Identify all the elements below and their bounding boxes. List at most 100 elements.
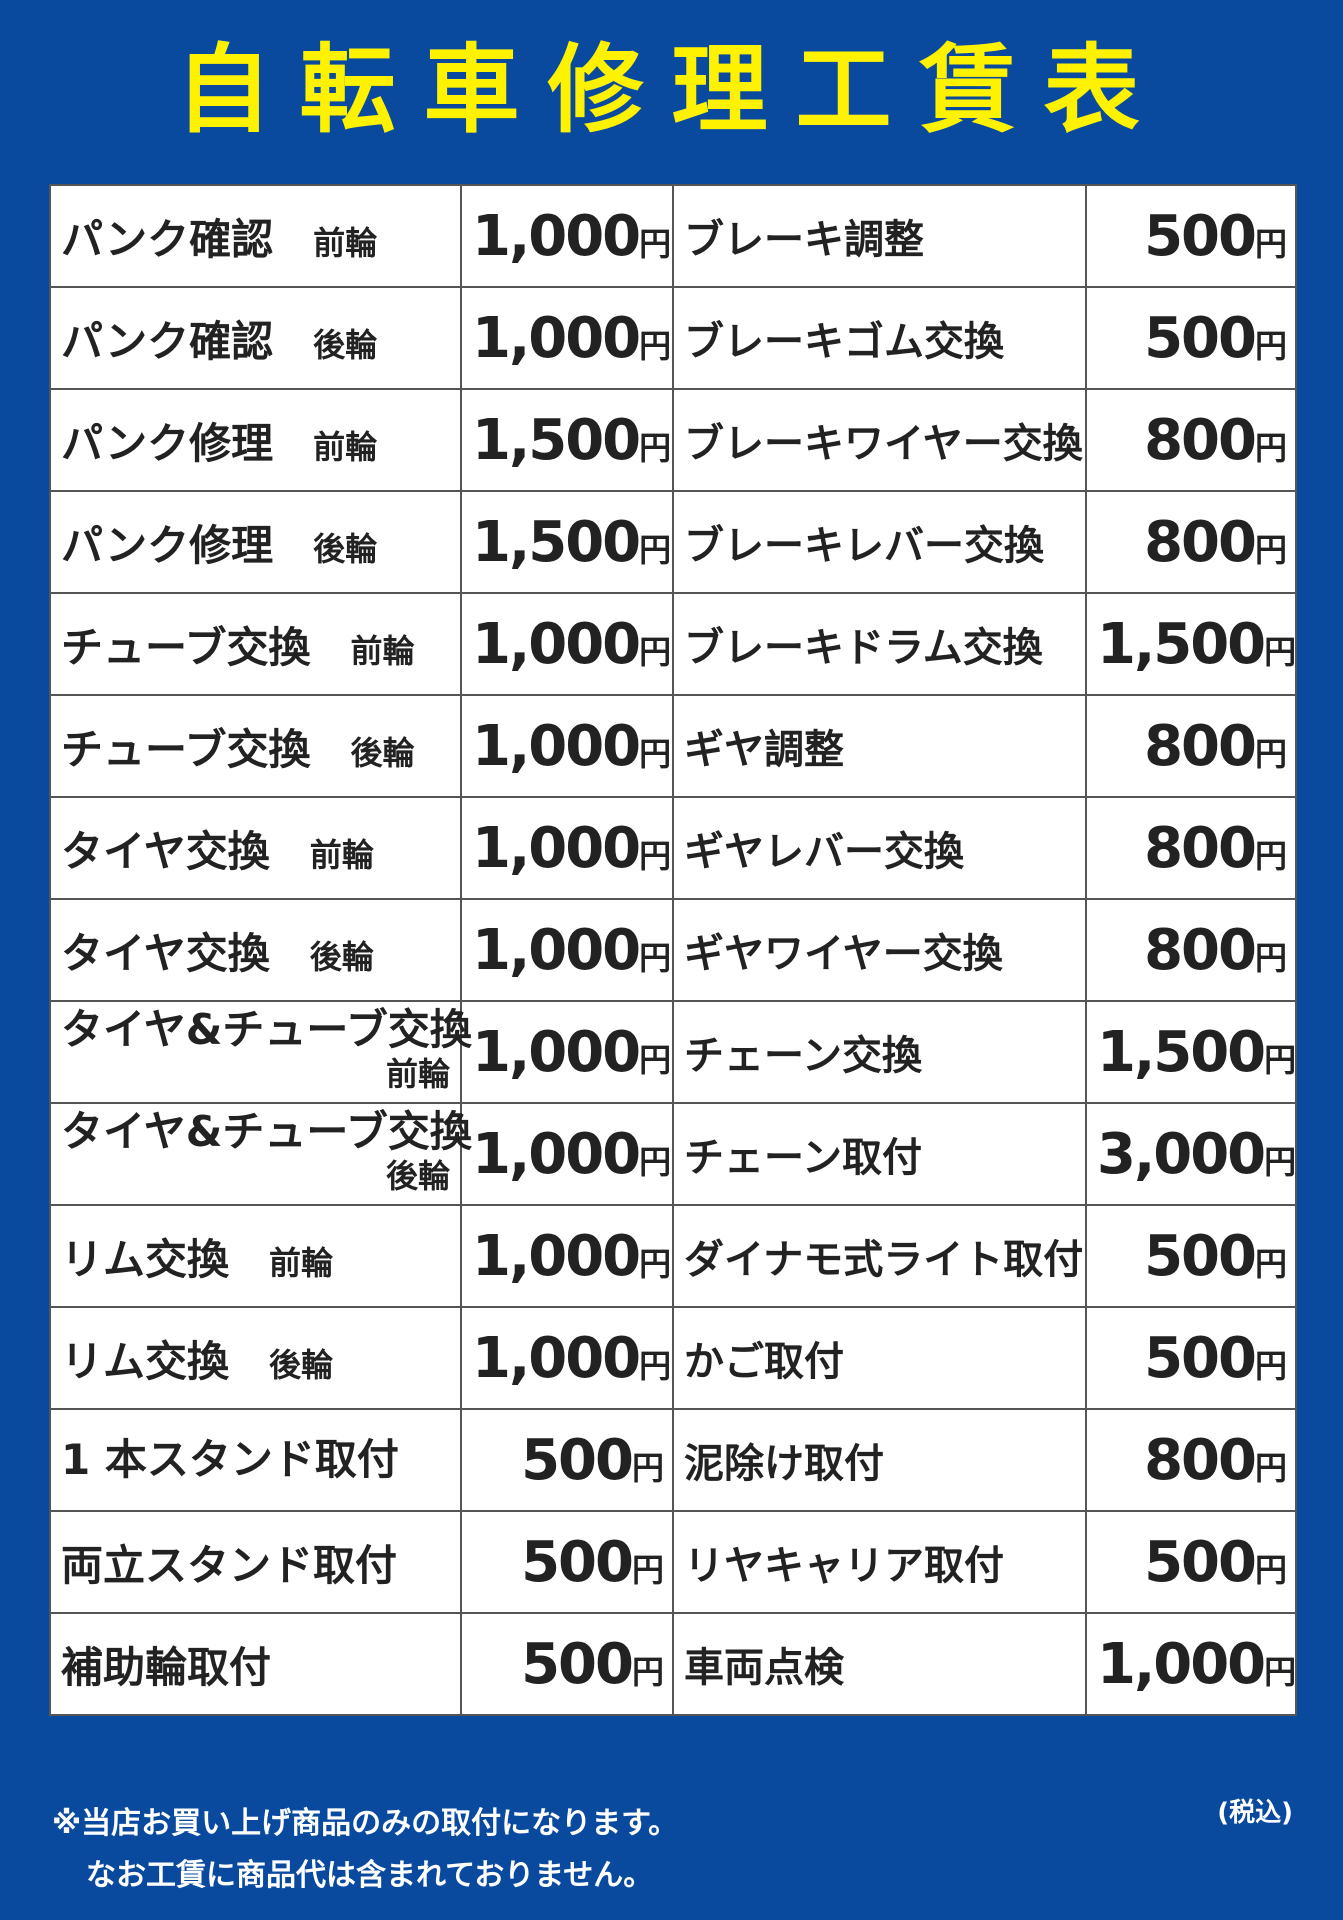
item-cell: チューブ交換 前輪 [49, 592, 462, 696]
item-cell: ブレーキ調整 [672, 184, 1087, 288]
price-unit: 円 [1254, 1550, 1287, 1589]
price-unit: 円 [631, 1550, 664, 1589]
price-unit: 円 [639, 836, 671, 875]
item-name: チューブ交換 [61, 724, 311, 774]
item-label: タイヤ&チューブ交換 前輪 [61, 1005, 472, 1096]
item-label: タイヤ交換 後輪 [61, 920, 450, 981]
price-unit: 円 [1254, 938, 1287, 977]
item-name: ブレーキドラム交換 [684, 625, 1043, 671]
item-name: チューブ交換 [61, 622, 311, 672]
price-value: 1,000 [472, 917, 641, 983]
item-name: ブレーキゴム交換 [684, 319, 1004, 365]
price-cell: 500円 [1085, 184, 1297, 288]
item-label: 補助輪取付 [61, 1634, 450, 1695]
price-value: 500 [521, 1427, 634, 1493]
item-name: ギヤワイヤー交換 [684, 931, 1003, 977]
item-cell: 泥除け取付 [672, 1408, 1087, 1512]
item-cell: ダイナモ式ライト取付 [672, 1204, 1087, 1308]
price-unit: 円 [639, 1346, 671, 1385]
price-value: 500 [521, 1631, 634, 1697]
price-value: 800 [1144, 509, 1257, 575]
item-cell: タイヤ交換 前輪 [49, 796, 462, 900]
price-unit: 円 [631, 1448, 664, 1487]
table-row: パンク確認 前輪 1,000円 ブレーキ調整 500円 [49, 184, 1297, 288]
item-name: タイヤ&チューブ交換 [61, 1107, 472, 1156]
item-label: タイヤ交換 前輪 [61, 818, 450, 879]
item-name: タイヤ&チューブ交換 [61, 1005, 472, 1054]
item-cell: パンク修理 前輪 [49, 388, 462, 492]
price-value: 1,000 [1097, 1631, 1266, 1697]
item-label: パンク修理 前輪 [61, 410, 450, 471]
price-value: 1,000 [472, 611, 641, 677]
item-cell: ブレーキゴム交換 [672, 286, 1087, 390]
item-cell: ブレーキワイヤー交換 [672, 388, 1087, 492]
price-cell: 800円 [1085, 898, 1297, 1002]
table-row: リム交換 前輪 1,000 円 ダイナモ式ライト取付 500円 [49, 1204, 1297, 1308]
item-cell: チューブ交換 後輪 [49, 694, 462, 798]
item-cell: 両立スタンド取付 [49, 1510, 462, 1614]
table-row: 1 本スタンド取付 500円 泥除け取付 800円 [49, 1408, 1297, 1512]
price-value: 800 [1144, 1427, 1257, 1493]
item-label: チューブ交換 前輪 [61, 614, 450, 675]
item-name: タイヤ交換 [61, 928, 270, 978]
item-cell: リム交換 前輪 [49, 1204, 462, 1308]
item-name: 1 本スタンド取付 [61, 1435, 399, 1484]
item-label: パンク確認 後輪 [61, 308, 450, 369]
price-value: 1,000 [472, 1121, 641, 1187]
wheel-label: 後輪 [309, 937, 374, 976]
price-unit: 円 [639, 1040, 671, 1079]
price-cell: 1,000円 [460, 1102, 674, 1206]
price-cell: 500円 [460, 1612, 674, 1716]
item-label: 1 本スタンド取付 [61, 1438, 450, 1482]
item-name: チェーン交換 [684, 1033, 922, 1079]
item-cell: チェーン取付 [672, 1102, 1087, 1206]
price-unit: 円 [1254, 1244, 1287, 1283]
item-cell: 補助輪取付 [49, 1612, 462, 1716]
item-name: パンク確認 [61, 316, 274, 366]
price-cell: 500円 [1085, 1204, 1297, 1308]
price-cell: 500円 [1085, 286, 1297, 390]
item-label: リム交換 後輪 [61, 1328, 450, 1389]
price-value: 1,000 [472, 713, 641, 779]
price-unit: 円 [1254, 836, 1287, 875]
price-value: 500 [1144, 1325, 1257, 1391]
price-unit: 円 [639, 530, 671, 569]
table-row: タイヤ交換 前輪 1,000円 ギヤレバー交換 800円 [49, 796, 1297, 900]
item-cell: タイヤ&チューブ交換 前輪 [49, 1000, 472, 1104]
table-row: 両立スタンド取付 500円 リヤキャリア取付 500円 [49, 1510, 1297, 1614]
price-value: 1,000 [472, 305, 641, 371]
item-name: 泥除け取付 [684, 1441, 884, 1487]
item-cell: 車両点検 [672, 1612, 1087, 1716]
wheel-label: 後輪 [385, 1157, 450, 1195]
price-unit: 円 [1264, 1652, 1296, 1691]
price-cell: 800円 [1085, 1408, 1297, 1512]
price-cell: 1,000円 [460, 694, 674, 798]
item-name: 補助輪取付 [61, 1642, 272, 1692]
price-unit: 円 [1264, 1142, 1296, 1181]
price-cell: 800円 [1085, 490, 1297, 594]
table-row: パンク修理 後輪 1,500円 ブレーキレバー交換 800円 [49, 490, 1297, 594]
item-name: リム交換 [61, 1336, 230, 1386]
item-name: ブレーキレバー交換 [684, 523, 1044, 569]
item-cell: パンク修理 後輪 [49, 490, 462, 594]
price-cell: 1,000円 [460, 184, 674, 288]
price-value: 1,000 [472, 815, 641, 881]
tax-note: (税込) [1217, 1798, 1293, 1828]
item-cell: リヤキャリア取付 [672, 1510, 1087, 1614]
price-unit: 円 [1264, 1040, 1296, 1079]
price-value: 500 [1144, 305, 1257, 371]
price-unit: 円 [639, 428, 671, 467]
price-unit: 円 [1254, 224, 1287, 263]
item-cell: タイヤ&チューブ交換 後輪 [49, 1102, 472, 1206]
price-cell: 800円 [1085, 694, 1297, 798]
item-name: パンク修理 [61, 418, 274, 468]
price-value: 1,000 [472, 1223, 641, 1289]
note-line: なお工賃に商品代は含まれておりません。 [86, 1858, 654, 1893]
price-value: 1,500 [1097, 1019, 1266, 1085]
price-value: 500 [1144, 1223, 1257, 1289]
price-value: 1,000 [472, 203, 641, 269]
item-name: ダイナモ式ライト取付 [684, 1237, 1084, 1283]
price-unit: 円 [631, 1652, 664, 1691]
item-name: チェーン取付 [684, 1135, 922, 1181]
price-cell: 800円 [1085, 388, 1297, 492]
